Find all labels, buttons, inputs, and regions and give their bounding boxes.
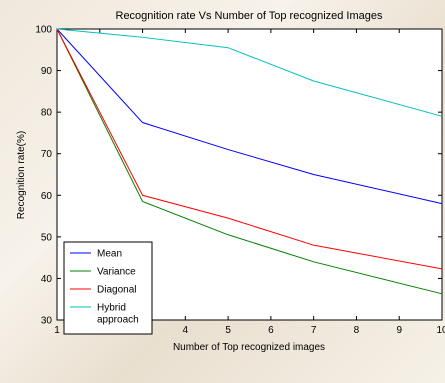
legend-box: [63, 241, 153, 335]
y-tick-label: 50: [41, 232, 53, 243]
y-tick-label: 60: [41, 191, 53, 202]
y-tick-label: 40: [41, 274, 53, 285]
x-axis-label: Number of Top recognized images: [173, 342, 325, 353]
series-line-variance: [56, 28, 443, 295]
legend-label: Hybrid: [97, 303, 126, 314]
series-line-diagonal: [56, 28, 443, 270]
y-tick-label: 80: [41, 108, 53, 119]
x-tick-label: 9: [396, 325, 402, 336]
legend-label: Diagonal: [97, 285, 136, 296]
series-lines: [56, 28, 443, 295]
y-tick-label: 90: [41, 66, 53, 77]
series-line-mean: [56, 28, 443, 205]
y-tick-label: 70: [41, 149, 53, 160]
x-tick-label: 7: [311, 325, 317, 336]
x-tick-label: 10: [436, 325, 445, 336]
y-axis-label: Recognition rate(%): [16, 131, 27, 219]
y-tick-label: 30: [41, 316, 53, 327]
series-line-hybrid-approach: [56, 28, 443, 117]
y-tick-label: 100: [35, 25, 52, 36]
chart-title: Recognition rate Vs Number of Top recogn…: [116, 10, 383, 22]
legend-label: Variance: [97, 267, 136, 278]
x-tick-label: 8: [354, 325, 360, 336]
x-tick-label: 1: [54, 325, 60, 336]
legend-label: Mean: [97, 249, 122, 260]
x-tick-label: 4: [183, 325, 189, 336]
x-tick-label: 5: [225, 325, 231, 336]
x-tick-label: 6: [268, 325, 274, 336]
legend-label: approach: [97, 315, 139, 326]
